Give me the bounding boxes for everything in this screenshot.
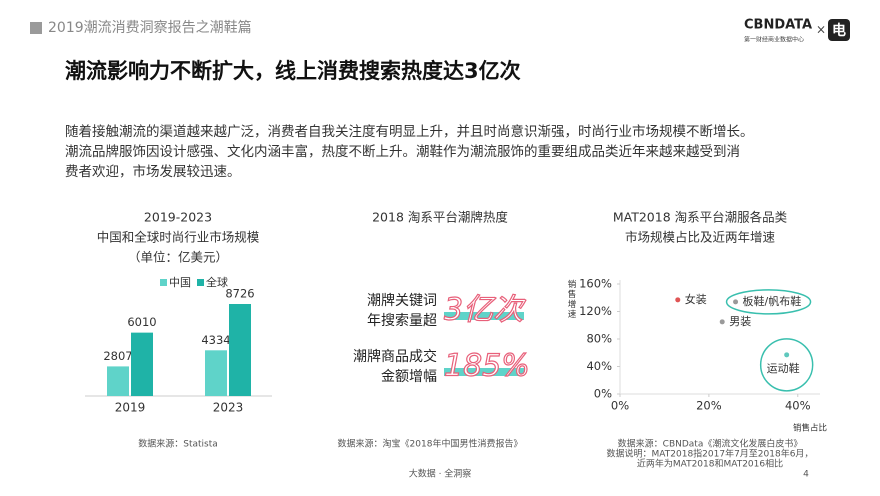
bar	[107, 366, 129, 396]
source: 数据来源：Statista	[138, 438, 218, 450]
footer-tagline: 大数据 · 全洞察	[409, 468, 472, 480]
data-label: 8726	[225, 287, 254, 301]
highlight-value: 3亿次	[444, 293, 526, 328]
bar	[205, 350, 227, 396]
source: 近两年为MAT2018和MAT2016相比	[637, 458, 783, 470]
y-axis-label: 销售增速	[568, 279, 577, 320]
bar	[131, 332, 153, 396]
highlight-label: 年搜索量超	[367, 312, 437, 329]
icon-box	[828, 19, 850, 41]
data-label: 6010	[127, 315, 156, 329]
highlight-value: 185%	[444, 349, 530, 384]
logo-sub: 第一财经商业数据中心	[744, 36, 804, 44]
source: 数据说明：MAT2018指2017年7月至2018年6月，	[607, 448, 814, 460]
icon: 电	[832, 22, 846, 39]
logo: CBNDATA	[744, 18, 812, 33]
paragraph-line: 随着接触潮流的渠道越来越广泛，消费者自我关注度有明显上升，并且时尚意识渐强，时尚…	[65, 123, 754, 140]
point	[675, 297, 681, 303]
data-label: 2807	[103, 349, 132, 363]
x-tick-label: 2019	[115, 401, 146, 415]
point	[784, 352, 790, 358]
paragraph-line: 费者欢迎，市场发展较迅速。	[65, 163, 241, 180]
legend-swatch	[197, 279, 204, 286]
y-tick-label: 80%	[586, 332, 612, 346]
highlight-label: 金额增幅	[381, 369, 437, 385]
x-tick-label: 0%	[611, 399, 629, 413]
logo-cross: ×	[816, 23, 826, 37]
chart-title: （单位：亿美元）	[128, 250, 228, 265]
point-label: 板鞋/帆布鞋	[743, 294, 802, 308]
x-tick-label: 20%	[696, 399, 722, 413]
header-title: 2019潮流消费洞察报告之潮鞋篇	[48, 19, 252, 36]
slide-title: 潮流影响力不断扩大，线上消费搜索热度达3亿次	[65, 59, 521, 83]
highlight-ring	[725, 289, 812, 315]
chart-title: 中国和全球时尚行业市场规模	[97, 230, 260, 245]
legend-label: 中国	[169, 276, 191, 289]
x-tick-label: 2023	[213, 401, 244, 415]
point-label: 运动鞋	[767, 361, 800, 375]
legend-label: 全球	[206, 275, 228, 289]
page-number: 4	[803, 470, 809, 480]
source: 数据来源：CBNData《潮流文化发展白皮书》	[618, 438, 803, 450]
y-tick-label: 40%	[586, 359, 612, 373]
y-tick-label: 120%	[579, 304, 612, 318]
point	[733, 299, 739, 305]
highlight-title: 2018 淘系平台潮牌热度	[372, 210, 508, 225]
point-label: 女装	[685, 292, 707, 306]
x-axis-label: 销售占比	[793, 423, 827, 434]
bar	[229, 304, 251, 396]
y-tick-label: 160%	[579, 277, 612, 291]
point	[719, 319, 725, 325]
header-square	[30, 22, 42, 34]
y-tick-label: 0%	[594, 387, 612, 401]
highlight-underline	[444, 312, 524, 320]
highlight-label: 潮牌关键词	[367, 292, 437, 309]
chart-title: 2019-2023	[144, 210, 212, 225]
point-label: 男装	[729, 315, 751, 328]
x-tick-label: 40%	[785, 399, 811, 413]
chart-title: MAT2018 淘系平台潮服各品类	[613, 210, 788, 225]
legend-swatch	[160, 279, 167, 286]
paragraph-line: 潮流品牌服饰因设计感强、文化内涵丰富，热度不断上升。潮鞋作为潮流服饰的重要组成品…	[65, 143, 740, 160]
highlight-label: 潮牌商品成交	[353, 348, 437, 365]
data-label: 4334	[201, 333, 230, 347]
chart-title: 市场规模占比及近两年增速	[625, 230, 776, 245]
highlight-underline	[444, 368, 524, 376]
highlight-ring	[759, 338, 814, 392]
source: 数据来源：淘宝《2018年中国男性消费报告》	[338, 438, 523, 450]
